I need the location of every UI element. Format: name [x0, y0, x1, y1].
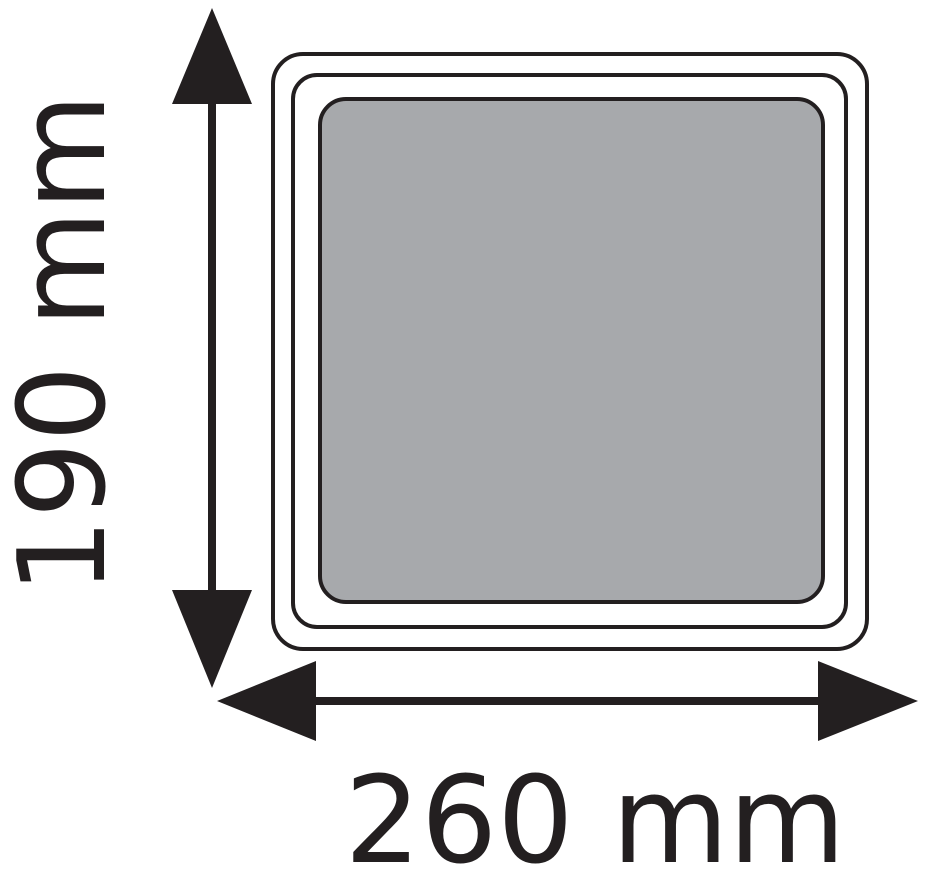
height-arrow-head-top: [172, 8, 252, 104]
height-label: 190 mm: [0, 94, 133, 595]
panel-frame: [271, 52, 869, 651]
width-dimension-arrow: [217, 661, 918, 741]
panel-inner-surface: [318, 97, 825, 604]
width-arrow-head-left: [217, 661, 316, 741]
width-label: 260 mm: [345, 752, 846, 881]
height-arrow-head-bottom: [172, 590, 252, 688]
width-arrow-head-right: [818, 661, 918, 741]
height-dimension-arrow: [172, 8, 252, 688]
